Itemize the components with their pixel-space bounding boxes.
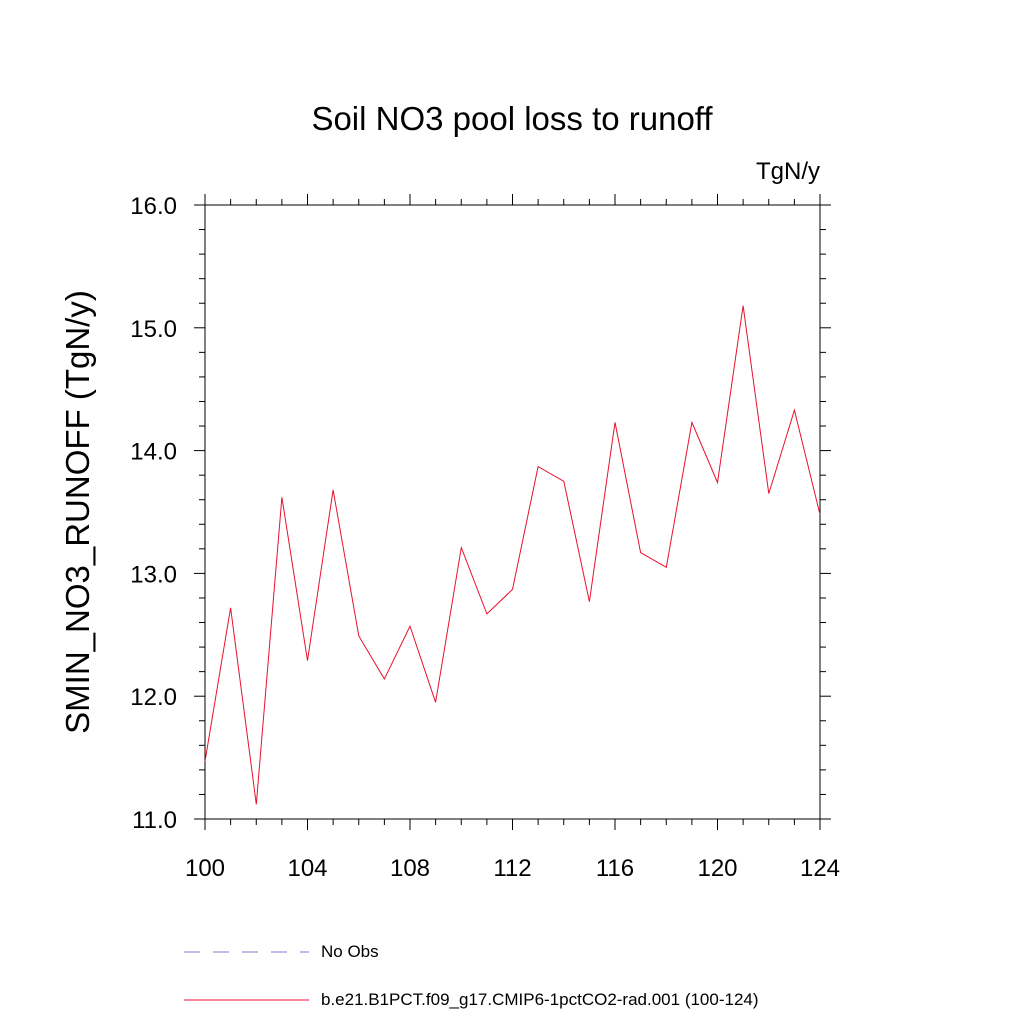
data-point bbox=[434, 701, 437, 704]
x-tick-label: 120 bbox=[697, 855, 737, 882]
y-tick-label: 14.0 bbox=[130, 439, 177, 466]
data-point bbox=[639, 551, 642, 554]
legend-item-no-obs: No Obs bbox=[184, 942, 379, 962]
chart-title: Soil NO3 pool loss to runoff bbox=[311, 100, 713, 137]
legend-dashed-swatch bbox=[184, 951, 309, 953]
y-tick-label: 13.0 bbox=[130, 561, 177, 588]
data-point bbox=[537, 465, 540, 468]
y-tick-label: 12.0 bbox=[130, 684, 177, 711]
legend-label-no-obs: No Obs bbox=[321, 942, 379, 961]
y-tick-label: 15.0 bbox=[130, 316, 177, 343]
data-point bbox=[409, 625, 412, 628]
x-tick-label: 104 bbox=[287, 855, 327, 882]
y-tick-label: 16.0 bbox=[130, 193, 177, 220]
x-tick-label: 100 bbox=[185, 855, 225, 882]
data-point bbox=[383, 678, 386, 681]
legend-solid-swatch bbox=[184, 999, 309, 1001]
data-point bbox=[588, 600, 591, 603]
data-point bbox=[793, 409, 796, 412]
data-point bbox=[716, 481, 719, 484]
data-point bbox=[511, 588, 514, 591]
plot-frame bbox=[204, 204, 821, 820]
data-point bbox=[280, 496, 283, 499]
data-point bbox=[767, 492, 770, 495]
data-point bbox=[255, 803, 258, 806]
data-point bbox=[614, 421, 617, 424]
data-point bbox=[204, 760, 207, 763]
x-tick-label: 116 bbox=[596, 855, 634, 882]
data-point bbox=[357, 635, 360, 638]
data-point bbox=[332, 488, 335, 491]
data-point bbox=[485, 612, 488, 615]
legend-item-series: b.e21.B1PCT.f09_g17.CMIP6-1pctCO2-rad.00… bbox=[184, 990, 759, 1010]
data-point bbox=[306, 659, 309, 662]
units-label: TgN/y bbox=[755, 158, 820, 185]
data-point bbox=[665, 566, 668, 569]
data-point bbox=[742, 304, 745, 307]
legend-label-series: b.e21.B1PCT.f09_g17.CMIP6-1pctCO2-rad.00… bbox=[321, 990, 759, 1009]
data-point bbox=[562, 480, 565, 483]
x-tick-label: 124 bbox=[800, 855, 840, 882]
data-point bbox=[819, 513, 822, 516]
data-point bbox=[229, 606, 232, 609]
x-tick-label: 112 bbox=[493, 855, 531, 882]
data-point bbox=[690, 421, 693, 424]
series-line bbox=[204, 305, 821, 805]
y-tick-label: 11.0 bbox=[132, 807, 177, 834]
x-tick-label: 108 bbox=[390, 855, 430, 882]
data-point bbox=[460, 546, 463, 549]
